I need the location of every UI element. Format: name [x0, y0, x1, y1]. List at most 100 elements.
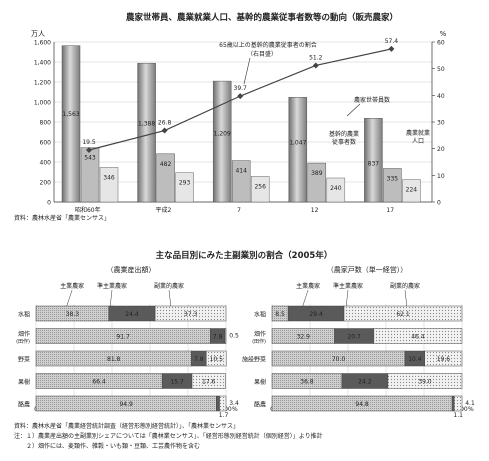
segment-semi	[216, 396, 219, 411]
segment-full-time-label: 81.8	[107, 356, 121, 363]
legend-leader	[302, 290, 308, 308]
bar-households-label: 1,209	[214, 131, 231, 138]
top-chart-x-axis: 昭和60年 平成2 7 12 17	[75, 206, 394, 214]
segment-semi-label: 10.4	[408, 356, 422, 363]
segment-full-time-label: 94.8	[355, 401, 369, 408]
core-workers-annotation-sub: 従事者数	[332, 138, 356, 146]
ratio-label: 57.4	[385, 38, 399, 45]
category-sublabel: (田作)	[16, 338, 30, 345]
bar-employed	[100, 167, 118, 202]
bar-core-workers-label: 543	[84, 155, 96, 162]
segment-side-job-label: 10.5	[210, 356, 224, 363]
legend-leader	[66, 290, 72, 308]
top-chart-left-unit: 万人	[31, 30, 45, 38]
segment-full-time-label: 32.9	[297, 334, 311, 341]
left-tick-label: 200	[40, 180, 52, 187]
ratio-label: 19.5	[82, 139, 96, 146]
left-tick-label: 1,600	[34, 40, 51, 47]
bar-households-label: 1,563	[62, 111, 79, 118]
right-tick-label: 60	[437, 40, 445, 47]
panel-output-value: （農業産出額）主業農家準主業農家副業的農家020406080100%水稲38.3…	[16, 265, 239, 419]
legend-leader	[405, 290, 407, 308]
segment-side-job	[454, 396, 462, 411]
segment-side-job-label: 19.6	[437, 356, 451, 363]
panel-household-count: （農家戸数（単一経営））主業農家準主業農家副業的農家020406080100%水…	[242, 265, 475, 419]
segment-side-job-label: 37.3	[184, 311, 198, 318]
category-label: 果樹	[254, 378, 266, 386]
segment-semi-label: 29.4	[309, 311, 323, 318]
bar-core-workers	[383, 169, 401, 203]
legend-label: 主業農家	[60, 282, 84, 290]
x-tick-label: 17	[386, 207, 394, 214]
segment-semi-label: 24.2	[358, 379, 372, 386]
segment-semi-label: 20.7	[347, 334, 361, 341]
x-tick-label: 12	[311, 207, 319, 214]
line-series-annotation: 65歳以上の基幹的農業従事者の割合	[219, 41, 317, 49]
left-tick-label: 1,400	[34, 60, 51, 67]
legend-label: 準主業農家	[333, 282, 363, 290]
segment-semi-label: 24.4	[125, 311, 139, 318]
top-chart-source: 資料：農林水産省「農業センサス」	[14, 214, 110, 222]
segment-side-job-label: 0.5	[229, 333, 239, 340]
segment-full-time-label: 94.9	[119, 401, 133, 408]
bottom-chart: 主な品目別にみた主副業別の割合（2005年） （農業産出額） 主業農家 準主業農家 副…	[16, 250, 475, 419]
segment-side-job-label: 62.1	[396, 311, 410, 318]
line-series-annotation-sub: （右目盛）	[247, 50, 277, 58]
households-annotation: 農家世帯員数	[354, 96, 390, 104]
bar-employed-label: 240	[330, 185, 342, 192]
top-chart-left-axis: 0 200 400 600 800 1,000 1,200 1,400 1,600	[34, 40, 54, 207]
category-label: 酪農	[254, 401, 266, 409]
segment-side-job-label: 3.4	[229, 400, 239, 407]
bar-households-label: 1,388	[138, 121, 155, 128]
segment-semi-label: 15.7	[170, 379, 184, 386]
left-tick-label: 0	[47, 200, 51, 207]
left-tick-label: 400	[40, 160, 52, 167]
category-label: 水稲	[18, 311, 30, 319]
ratio-label: 51.2	[309, 54, 323, 61]
segment-side-job	[220, 396, 226, 411]
note-1: 注：１）農業産出額の主副業別シェアについては「農林業センサス」、「経営形態別経営…	[14, 432, 323, 440]
segment-semi	[452, 396, 454, 411]
bar-households	[213, 81, 231, 202]
employed-annotation: 農業就業	[406, 129, 430, 137]
ratio-label: 26.8	[158, 120, 172, 127]
legend-leader	[110, 290, 112, 308]
category-label: 野菜	[18, 356, 30, 364]
category-label: 酪農	[18, 401, 30, 409]
note-source: 資料：農林水産省「農業経営統計調査（経営形態別経営統計）」、「農林業センサス」	[14, 422, 239, 430]
right-tick-label: 50	[437, 66, 445, 73]
bar-households	[62, 46, 80, 202]
right-tick-label: 0	[437, 200, 441, 207]
note-2: ２）畑作には、麦類作、雑穀・いも類・豆類、工芸農作物を含む	[14, 442, 200, 450]
segment-side-job-label: 4.1	[465, 400, 475, 407]
segment-full-time-label: 91.7	[116, 334, 130, 341]
left-tick-label: 1,000	[34, 100, 51, 107]
x-unit-label: %	[468, 406, 474, 413]
ratio-point	[388, 46, 394, 52]
right-tick-label: 20	[437, 146, 445, 153]
x-tick-label: 平成2	[155, 206, 171, 214]
bar-households-label: 837	[368, 160, 380, 167]
bar-households	[138, 63, 156, 202]
legend-label: 主業農家	[296, 282, 320, 290]
right-tick-label: 30	[437, 120, 445, 127]
category-label: 畑作	[254, 330, 266, 338]
legend-label: 副業的農家	[390, 282, 420, 290]
bar-households	[289, 97, 307, 202]
bar-core-workers-label: 414	[235, 168, 247, 175]
legend-label: 準主業農家	[97, 282, 127, 290]
segment-full-time-label: 70.0	[332, 356, 346, 363]
top-chart-right-axis: 0102030405060	[432, 40, 445, 207]
legend-leader	[169, 290, 171, 308]
x-unit-label: %	[232, 406, 238, 413]
top-chart-title: 農家世帯員、農業就業人口、基幹的農業従事者数等の動向（販売農家）	[126, 12, 398, 23]
segment-semi-label: 7.8	[213, 334, 223, 341]
panel-subtitle: （農業産出額）	[107, 265, 156, 274]
top-chart-right-unit: %	[440, 30, 447, 38]
ratio-point	[237, 93, 243, 99]
bar-households-label: 1,047	[289, 139, 306, 146]
category-sublabel: (田作)	[252, 338, 266, 345]
left-tick-label: 800	[40, 120, 52, 127]
segment-full-time-label: 36.8	[300, 379, 314, 386]
category-label: 畑作	[18, 330, 30, 338]
